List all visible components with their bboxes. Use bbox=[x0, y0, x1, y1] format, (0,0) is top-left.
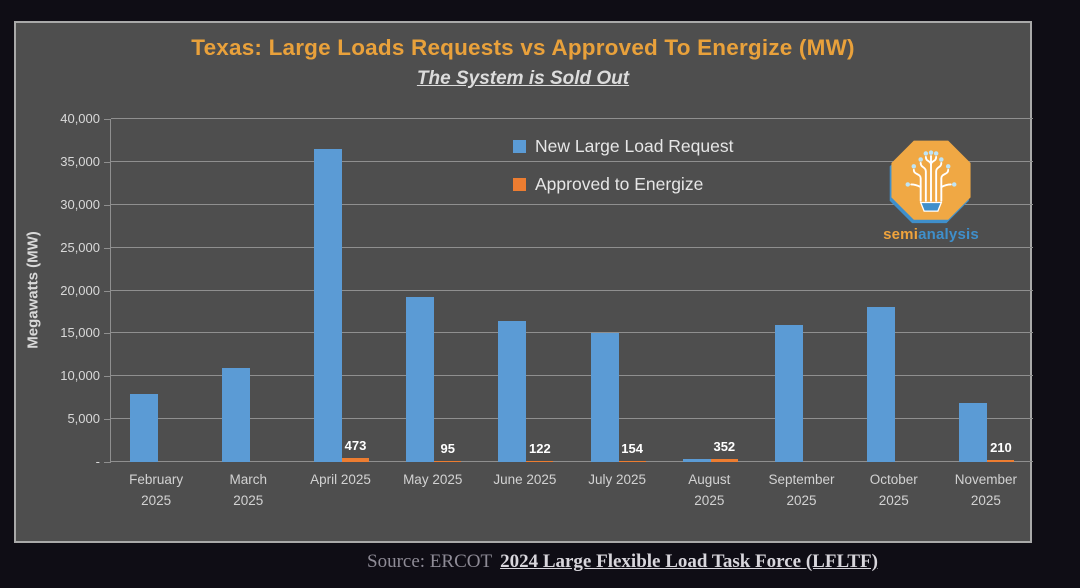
y-tick-mark bbox=[104, 419, 111, 421]
data-label: 122 bbox=[529, 440, 551, 456]
gridline bbox=[111, 203, 1033, 205]
y-tick-mark bbox=[104, 119, 111, 120]
x-tick-label: September 2025 bbox=[768, 472, 835, 508]
bar-new-large-load-request bbox=[129, 394, 158, 462]
data-label: 210 bbox=[990, 440, 1012, 456]
bar-group bbox=[203, 119, 295, 462]
gridline bbox=[111, 160, 1033, 162]
bar-new-large-load-request bbox=[221, 367, 250, 462]
legend-item: New Large Load Request bbox=[513, 136, 733, 157]
y-tick-label: 40,000 bbox=[60, 111, 100, 126]
bar-group: 473 bbox=[295, 119, 387, 462]
bar-group: 352 bbox=[664, 119, 756, 462]
y-tick-label: 10,000 bbox=[60, 368, 100, 384]
chart-subtitle: The System is Sold Out bbox=[416, 68, 630, 89]
data-label: 473 bbox=[344, 437, 367, 453]
bar-group bbox=[111, 119, 203, 462]
bar-approved-to-energize bbox=[526, 460, 554, 462]
data-label: 95 bbox=[440, 440, 455, 456]
bar-new-large-load-request bbox=[498, 320, 527, 462]
bar-approved-to-energize bbox=[987, 460, 1015, 462]
bar-new-large-load-request bbox=[867, 306, 896, 462]
bar-approved-slot bbox=[158, 119, 185, 462]
bar-approved-slot: 122 bbox=[526, 119, 554, 462]
semianalysis-logo: semianalysis bbox=[875, 137, 987, 243]
x-tick-label: August 2025 bbox=[688, 472, 731, 508]
bar-new-large-load-request bbox=[314, 149, 342, 462]
bar-approved-to-energize bbox=[342, 457, 369, 462]
x-tick-label: May 2025 bbox=[403, 472, 463, 487]
bar-approved-slot bbox=[803, 119, 830, 462]
gridline bbox=[111, 418, 1033, 420]
x-tick-label: October 2025 bbox=[869, 472, 918, 508]
data-label: 352 bbox=[713, 438, 736, 454]
y-tick-label: 25,000 bbox=[60, 239, 100, 255]
bar-new-large-load-request bbox=[406, 297, 435, 462]
legend: New Large Load Request Approved to Energi… bbox=[513, 136, 733, 212]
bar-approved-to-energize bbox=[434, 460, 462, 462]
x-tick-label: March 2025 bbox=[229, 472, 268, 508]
legend-item-label: New Large Load Request bbox=[535, 136, 734, 156]
logo-brand-text: semianalysis bbox=[883, 226, 979, 243]
legend-item: Approved to Energize bbox=[513, 174, 733, 195]
bar-group: 122 bbox=[480, 119, 572, 462]
bar-new-large-load-request bbox=[775, 324, 804, 462]
x-axis-labels: February 2025 March 2025 April 2025 May 202… bbox=[110, 470, 1032, 512]
chart-title: Texas: Large Loads Requests vs Approved … bbox=[191, 35, 855, 60]
bar-group bbox=[756, 119, 848, 462]
bar-approved-slot: 154 bbox=[618, 119, 646, 462]
bar-group: 154 bbox=[572, 119, 664, 462]
source-line: Source: ERCOT 2024 Large Flexible Load Ta… bbox=[0, 551, 1080, 573]
y-tick-mark bbox=[104, 376, 111, 378]
bar-approved-to-energize bbox=[618, 460, 646, 462]
y-tick-label: 15,000 bbox=[60, 325, 100, 341]
bar-approved-slot bbox=[250, 119, 277, 462]
gridline bbox=[111, 246, 1033, 248]
gridline bbox=[111, 332, 1033, 334]
bar-approved-to-energize bbox=[710, 458, 738, 462]
bar-group bbox=[849, 119, 941, 462]
gridline bbox=[111, 289, 1033, 291]
legend-swatch-icon bbox=[513, 140, 526, 153]
legend-swatch-icon bbox=[513, 178, 526, 191]
y-tick-mark bbox=[104, 462, 111, 463]
y-tick-mark bbox=[104, 161, 111, 163]
y-tick-label: 30,000 bbox=[60, 196, 100, 212]
x-tick-label: February 2025 bbox=[129, 472, 184, 508]
bar-new-large-load-request bbox=[959, 402, 988, 462]
y-tick-label: 35,000 bbox=[60, 153, 100, 169]
gridline bbox=[111, 118, 1033, 119]
bar-approved-slot: 95 bbox=[434, 119, 462, 462]
y-tick-mark bbox=[104, 333, 111, 335]
bar-group: 210 bbox=[941, 119, 1033, 462]
y-tick-label: - bbox=[95, 454, 100, 469]
legend-item-label: Approved to Energize bbox=[535, 174, 704, 194]
x-tick-label: November 2025 bbox=[954, 472, 1018, 508]
y-tick-label: 5,000 bbox=[67, 411, 100, 427]
bar-approved-slot: 352 bbox=[710, 119, 738, 462]
x-tick-label: July 2025 bbox=[588, 472, 647, 487]
bar-group: 95 bbox=[388, 119, 480, 462]
bar-new-large-load-request bbox=[590, 333, 619, 462]
x-tick-label: June 2025 bbox=[493, 472, 557, 487]
y-tick-mark bbox=[104, 247, 111, 249]
plot-area: 473 95 122 154 352 210 New Large Load Request… bbox=[110, 118, 1033, 462]
gridline bbox=[111, 375, 1033, 377]
y-tick-mark bbox=[104, 290, 111, 292]
gridline bbox=[111, 461, 1033, 462]
y-tick-label: 20,000 bbox=[60, 282, 100, 298]
source-link[interactable]: 2024 Large Flexible Load Task Force (LFL… bbox=[500, 551, 878, 572]
data-label: 154 bbox=[621, 440, 643, 456]
logo-octagon-icon bbox=[889, 140, 971, 224]
bar-approved-slot: 210 bbox=[987, 119, 1015, 462]
source-text: Source: ERCOT bbox=[367, 551, 493, 572]
x-tick-label: April 2025 bbox=[310, 472, 371, 487]
y-tick-mark bbox=[104, 204, 111, 206]
bar-new-large-load-request bbox=[682, 458, 711, 462]
bar-approved-slot: 473 bbox=[342, 119, 369, 462]
chart-card: Texas: Large Loads Requests vs Approved … bbox=[14, 21, 1033, 543]
bars-container: 473 95 122 154 352 210 bbox=[111, 119, 1033, 462]
